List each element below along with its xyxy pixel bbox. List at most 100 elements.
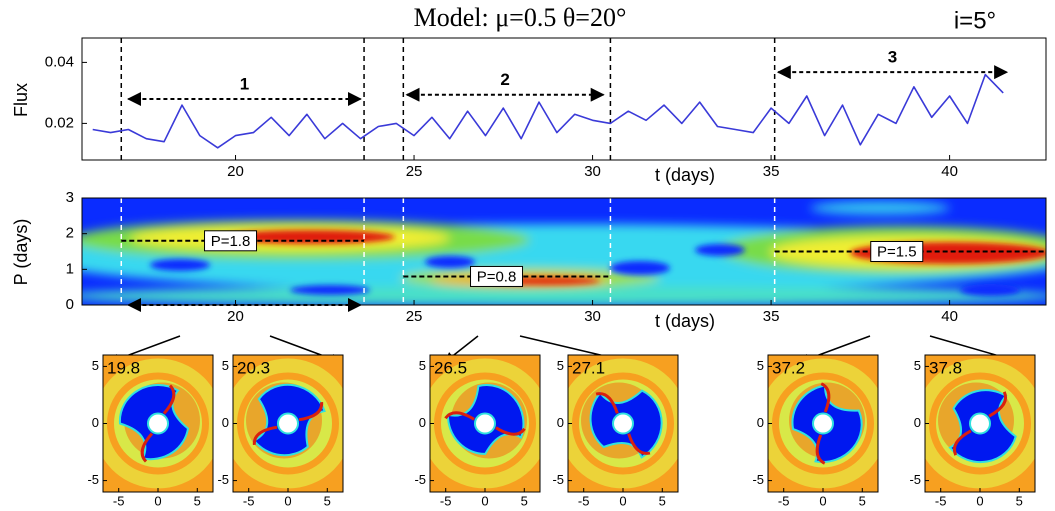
y-tick-label: -5 bbox=[552, 472, 564, 487]
x-tick-label: 25 bbox=[406, 308, 423, 325]
disk-arm bbox=[495, 426, 526, 436]
y-tick-label: 0 bbox=[914, 415, 921, 430]
disk-arm bbox=[595, 392, 619, 414]
map-time-label: 19.8 bbox=[107, 358, 140, 377]
y-tick-label: 5 bbox=[914, 358, 921, 373]
x-tick-label: 25 bbox=[406, 163, 423, 180]
arrow-label: 1 bbox=[240, 74, 249, 93]
y-tick-label: 3 bbox=[66, 189, 74, 206]
y-tick-label: 0 bbox=[757, 415, 764, 430]
disk-arm bbox=[444, 411, 475, 421]
arrow-label: 2 bbox=[500, 70, 509, 89]
x-tick-label: 0 bbox=[619, 493, 626, 508]
x-tick-label: 35 bbox=[763, 163, 780, 180]
y-tick-label: -5 bbox=[217, 472, 229, 487]
disk-ring bbox=[925, 358, 1035, 489]
plot-frame bbox=[81, 37, 1047, 161]
disk-hole bbox=[969, 412, 991, 435]
x-tick-label: -5 bbox=[440, 493, 452, 508]
y-tick-label: 0 bbox=[557, 415, 564, 430]
y-tick-label: 0 bbox=[222, 415, 229, 430]
x-tick-label: -5 bbox=[243, 493, 255, 508]
y-tick-label: -5 bbox=[87, 472, 99, 487]
y-tick-label: 0.02 bbox=[45, 114, 74, 131]
x-tick-label: 40 bbox=[941, 163, 958, 180]
disk-ring bbox=[233, 358, 343, 489]
disk-ring bbox=[430, 358, 540, 489]
inclination: i=5° bbox=[954, 7, 996, 34]
arrow-label: 3 bbox=[888, 48, 897, 67]
y-tick-label: 0 bbox=[66, 296, 74, 313]
y-tick-label: 2 bbox=[66, 225, 74, 242]
y-tick-label: 5 bbox=[757, 358, 764, 373]
disk-map: 19.8 -5 0 5 -5 0 5 bbox=[87, 354, 214, 508]
x-tick-label: 0 bbox=[976, 493, 983, 508]
disk-hole bbox=[474, 412, 496, 435]
disk-image bbox=[768, 355, 878, 492]
x-tick-label: 0 bbox=[154, 493, 161, 508]
plot-frame bbox=[81, 197, 1047, 306]
disk-ring bbox=[768, 358, 878, 489]
period-label-box bbox=[204, 230, 258, 252]
y-axis-label: P (days) bbox=[11, 219, 31, 286]
disk-map: 26.5 -5 0 5 -5 0 5 bbox=[414, 354, 541, 508]
disk-hole bbox=[612, 412, 634, 435]
x-tick-label: 5 bbox=[659, 493, 666, 508]
x-tick-label: -5 bbox=[578, 493, 590, 508]
x-tick-label: 5 bbox=[1016, 493, 1023, 508]
disk-arm bbox=[820, 382, 831, 413]
disk-map: 37.8 -5 0 5 -5 0 5 bbox=[909, 354, 1036, 508]
x-axis-label: t (days) bbox=[655, 311, 715, 331]
disk-image bbox=[233, 355, 343, 492]
x-tick-label: 0 bbox=[481, 493, 488, 508]
map-time-label: 26.5 bbox=[434, 358, 467, 377]
disk-map: 20.3 -5 0 5 -5 0 5 bbox=[217, 354, 344, 508]
period-label: P=1.5 bbox=[877, 243, 917, 260]
x-tick-label: 30 bbox=[584, 308, 601, 325]
y-tick-label: 5 bbox=[419, 358, 426, 373]
disk-map: 37.2 -5 0 5 -5 0 5 bbox=[752, 354, 879, 508]
y-tick-label: 5 bbox=[222, 358, 229, 373]
flux-line bbox=[92, 73, 1004, 149]
y-tick-label: 0.04 bbox=[45, 53, 74, 70]
map-time-label: 37.8 bbox=[929, 358, 962, 377]
map-time-label: 37.2 bbox=[772, 358, 805, 377]
period-label-box bbox=[470, 265, 524, 287]
y-tick-label: -5 bbox=[752, 472, 764, 487]
map-time-label: 20.3 bbox=[237, 358, 270, 377]
x-tick-label: -5 bbox=[778, 493, 790, 508]
disk-hole bbox=[277, 412, 299, 435]
x-tick-label: 20 bbox=[227, 308, 244, 325]
y-tick-label: -5 bbox=[909, 472, 921, 487]
disk-image bbox=[925, 355, 1035, 492]
x-tick-label: 30 bbox=[584, 163, 601, 180]
disk-ring bbox=[103, 358, 213, 489]
disk-arm bbox=[252, 425, 278, 446]
y-tick-label: 5 bbox=[557, 358, 564, 373]
x-tick-label: 35 bbox=[763, 308, 780, 325]
x-tick-label: -5 bbox=[935, 493, 947, 508]
x-tick-label: 5 bbox=[859, 493, 866, 508]
title: Model: μ=0.5 θ=20° bbox=[414, 3, 627, 32]
x-tick-label: 5 bbox=[324, 493, 331, 508]
y-tick-label: 5 bbox=[92, 358, 99, 373]
x-axis-label: t (days) bbox=[655, 165, 715, 185]
x-tick-label: 20 bbox=[227, 163, 244, 180]
period-label: P=0.8 bbox=[477, 268, 517, 285]
x-tick-label: 40 bbox=[941, 308, 958, 325]
x-tick-label: 5 bbox=[194, 493, 201, 508]
y-tick-label: -5 bbox=[414, 472, 426, 487]
disk-map: 27.1 -5 0 5 -5 0 5 bbox=[552, 354, 679, 508]
disk-arm bbox=[988, 391, 1008, 418]
disk-arm bbox=[140, 432, 154, 463]
disk-image bbox=[103, 355, 213, 492]
y-tick-label: 1 bbox=[66, 260, 74, 277]
period-label-box bbox=[870, 241, 924, 262]
disk-hole bbox=[812, 412, 834, 435]
map-time-label: 27.1 bbox=[572, 358, 605, 377]
x-tick-label: 0 bbox=[284, 493, 291, 508]
disk-ring bbox=[568, 358, 678, 489]
y-tick-label: 0 bbox=[419, 415, 426, 430]
